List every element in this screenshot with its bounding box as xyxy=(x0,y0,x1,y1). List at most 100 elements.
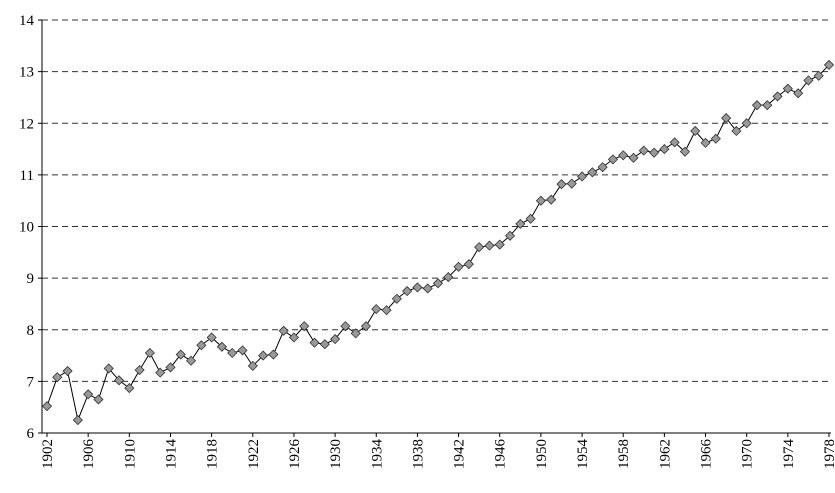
data-point xyxy=(93,394,104,405)
data-point xyxy=(515,218,526,229)
data-point xyxy=(258,350,269,361)
data-point xyxy=(124,383,135,394)
data-point xyxy=(402,285,413,297)
data-point xyxy=(793,88,804,99)
data-point xyxy=(175,349,186,360)
data-point xyxy=(679,146,691,157)
x-tick-label: 1922 xyxy=(246,439,262,469)
data-point xyxy=(659,143,670,155)
data-point xyxy=(710,133,721,144)
data-line xyxy=(46,64,830,422)
data-point xyxy=(62,365,73,377)
data-point xyxy=(340,321,351,332)
data-point xyxy=(576,171,588,182)
data-point xyxy=(371,304,382,315)
x-tick-label: 1962 xyxy=(657,439,673,469)
x-tick-label: 1966 xyxy=(699,439,715,470)
x-tick-label: 1958 xyxy=(616,439,632,469)
x-tick-label: 1954 xyxy=(575,439,591,470)
data-point xyxy=(412,282,423,293)
data-point xyxy=(165,362,176,373)
y-tick-label: 13 xyxy=(19,65,34,81)
data-point xyxy=(319,339,330,350)
data-point xyxy=(144,347,155,359)
data-point xyxy=(587,167,598,178)
data-point xyxy=(113,375,125,386)
y-tick-label: 11 xyxy=(20,168,34,184)
data-point xyxy=(422,283,433,294)
data-point xyxy=(741,118,752,129)
data-point xyxy=(721,113,732,124)
data-point xyxy=(216,341,227,352)
y-tick-label: 9 xyxy=(27,271,35,287)
data-point xyxy=(134,364,145,376)
y-tick-label: 8 xyxy=(27,323,35,339)
x-tick-label: 1970 xyxy=(740,439,756,469)
data-point xyxy=(772,91,783,102)
y-tick-label: 6 xyxy=(27,426,35,442)
data-point xyxy=(782,83,793,94)
x-tick-label: 1938 xyxy=(410,439,426,469)
data-point xyxy=(330,333,341,345)
x-tick-label: 1930 xyxy=(328,439,344,469)
data-point xyxy=(52,372,63,383)
data-point xyxy=(206,332,217,343)
data-point xyxy=(618,150,629,161)
data-point xyxy=(566,178,577,189)
x-tick-label: 1902 xyxy=(40,439,56,469)
data-point xyxy=(237,345,248,356)
data-point xyxy=(41,401,53,412)
data-point xyxy=(381,305,392,316)
data-point xyxy=(185,355,197,366)
data-point xyxy=(443,272,454,283)
x-tick-label: 1946 xyxy=(493,439,509,470)
data-point xyxy=(350,328,361,339)
data-point xyxy=(535,195,546,206)
data-point xyxy=(453,261,464,272)
data-point xyxy=(463,259,474,270)
data-point xyxy=(309,337,320,348)
data-point xyxy=(813,70,824,81)
x-tick-label: 1906 xyxy=(81,439,97,470)
data-point xyxy=(731,125,742,137)
data-point xyxy=(299,321,310,332)
data-point xyxy=(432,278,444,289)
x-tick-label: 1910 xyxy=(122,439,138,469)
data-point xyxy=(823,59,835,70)
x-tick-label: 1942 xyxy=(452,439,468,469)
data-point xyxy=(474,242,485,253)
data-point xyxy=(72,415,83,426)
x-tick-label: 1974 xyxy=(781,439,797,470)
x-tick-label: 1914 xyxy=(163,439,179,470)
y-tick-label: 7 xyxy=(27,374,35,390)
x-tick-label: 1978 xyxy=(822,439,835,469)
data-point xyxy=(690,125,701,137)
data-point xyxy=(607,154,618,165)
y-tick-label: 14 xyxy=(19,13,35,29)
data-point xyxy=(247,360,258,371)
data-point xyxy=(669,137,680,148)
data-point xyxy=(556,179,567,190)
y-tick-label: 12 xyxy=(19,116,34,132)
data-point xyxy=(638,145,649,156)
data-point xyxy=(278,325,289,336)
data-point xyxy=(288,332,300,343)
x-tick-label: 1926 xyxy=(287,439,303,470)
data-point xyxy=(484,240,495,251)
data-point xyxy=(83,389,94,400)
x-tick-label: 1950 xyxy=(534,439,550,469)
x-tick-label: 1934 xyxy=(369,439,385,470)
data-point xyxy=(546,194,557,205)
data-point xyxy=(196,340,207,351)
data-point xyxy=(103,363,114,374)
data-point xyxy=(803,75,814,86)
y-tick-label: 10 xyxy=(19,220,34,236)
data-point xyxy=(751,100,763,111)
data-point xyxy=(628,152,639,163)
data-point xyxy=(494,239,505,250)
data-point xyxy=(649,147,660,158)
data-point xyxy=(525,213,536,224)
data-point xyxy=(227,347,238,359)
data-point xyxy=(762,100,773,111)
data-point xyxy=(360,321,372,332)
